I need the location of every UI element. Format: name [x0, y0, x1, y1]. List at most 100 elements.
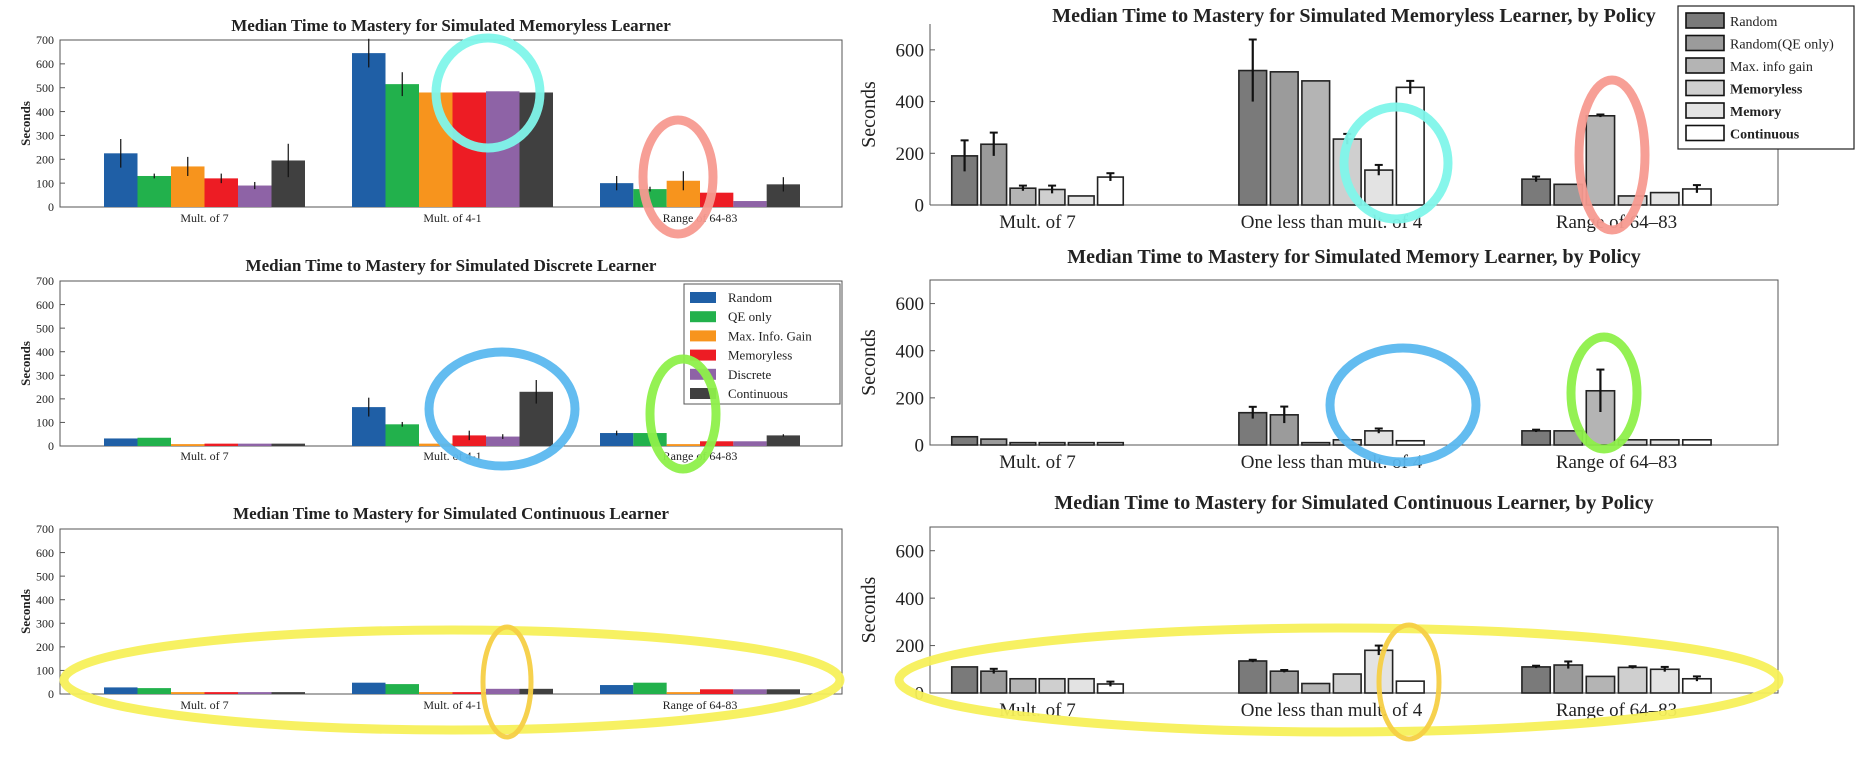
y-tick-label: 300 [36, 368, 54, 382]
x-category-label: Mult. of 4-1 [423, 698, 481, 712]
y-tick-label: 700 [36, 33, 54, 47]
y-tick-label: 700 [36, 522, 54, 536]
bar [238, 692, 272, 694]
legend-label: Continuous [728, 386, 788, 401]
bar [171, 692, 205, 694]
bar [1269, 71, 1299, 206]
legend-swatch [1685, 79, 1725, 97]
bar [1301, 441, 1331, 446]
y-tick-label: 600 [36, 546, 54, 560]
legend-label: QE only [728, 309, 772, 324]
bar [1009, 677, 1037, 694]
bar [980, 670, 1008, 694]
bar [1681, 439, 1712, 446]
y-tick-label: 500 [36, 321, 54, 335]
y-tick-label: 400 [36, 105, 54, 119]
legend-swatch [1685, 12, 1725, 29]
y-tick-label: 100 [36, 664, 54, 678]
y-axis-label: Seconds [18, 589, 33, 634]
y-tick-label: 400 [896, 589, 925, 610]
x-category-label: Range of 64-83 [663, 698, 738, 712]
y-tick-label: 400 [896, 92, 925, 113]
chart-title: Median Time to Mastery for Simulated Mem… [1067, 246, 1641, 268]
plot-frame [929, 526, 1779, 694]
y-tick-label: 400 [36, 345, 54, 359]
bar [600, 685, 634, 694]
bar [1332, 673, 1362, 694]
y-tick-label: 300 [36, 616, 54, 630]
bar [171, 444, 205, 446]
y-tick-label: 400 [896, 341, 925, 362]
bar [1038, 441, 1066, 446]
y-axis-label: Seconds [858, 576, 880, 643]
legend-label: Discrete [728, 367, 772, 382]
legend-label: Random(QE only) [1730, 38, 1834, 53]
y-tick-label: 200 [36, 392, 54, 406]
bar [1096, 441, 1125, 446]
y-tick-label: 0 [48, 687, 54, 701]
x-category-label: Range of 64–83 [1556, 452, 1677, 473]
legend-label: Memory [1730, 105, 1781, 120]
y-tick-label: 0 [915, 436, 925, 457]
bar [766, 184, 800, 207]
y-tick-label: 400 [36, 593, 54, 607]
highlight-ellipse [645, 354, 721, 474]
bar [271, 443, 305, 446]
x-category-label: Mult. of 7 [180, 211, 228, 225]
x-category-label: One less than mult. of 4 [1241, 700, 1423, 721]
legend-label: Max. Info. Gain [728, 328, 812, 343]
bar [1521, 178, 1552, 206]
bar [519, 688, 553, 694]
bar [666, 444, 700, 446]
x-category-label: Mult. of 7 [180, 698, 228, 712]
y-tick-label: 600 [896, 294, 925, 315]
legend-swatch [690, 292, 716, 303]
bar [1009, 441, 1037, 446]
bar [766, 435, 800, 446]
highlight-ellipse [638, 115, 718, 239]
bar [1553, 664, 1584, 694]
legend-label: Random [1730, 15, 1778, 30]
y-tick-label: 200 [896, 389, 925, 410]
highlight-ellipse [1339, 102, 1453, 224]
x-category-label: Mult. of 7 [180, 449, 228, 463]
legend-swatch [1685, 57, 1725, 74]
bar [1585, 114, 1616, 206]
bar [137, 437, 171, 446]
bar [980, 438, 1008, 446]
bar [385, 424, 419, 446]
legend-swatch [690, 330, 716, 342]
bar [419, 692, 453, 694]
y-tick-label: 200 [36, 152, 54, 166]
x-category-label: Mult. of 4-1 [423, 211, 481, 225]
highlight-ellipse [480, 624, 534, 740]
legend-swatch [1685, 34, 1725, 52]
chart-panel-5: Median Time to Mastery for Simulated Mem… [858, 246, 1779, 473]
chart-title: Median Time to Mastery for Simulated Mem… [231, 16, 671, 35]
y-tick-label: 600 [36, 57, 54, 71]
bar [1364, 169, 1394, 206]
bar [385, 84, 419, 207]
bar [1649, 439, 1680, 446]
bar [1269, 670, 1299, 694]
bar [452, 435, 486, 446]
bar [950, 666, 979, 694]
chart-title: Median Time to Mastery for Simulated Mem… [1052, 5, 1656, 27]
bar [1301, 80, 1331, 206]
y-tick-label: 700 [36, 274, 54, 288]
bar [486, 436, 520, 446]
bar [1395, 439, 1425, 446]
bar [352, 53, 386, 207]
y-tick-label: 600 [896, 41, 925, 62]
bar [137, 175, 171, 207]
legend-swatch [690, 349, 716, 361]
bar [104, 687, 138, 694]
legend-swatch [690, 388, 716, 399]
y-axis-label: Seconds [858, 329, 880, 396]
bar [733, 201, 767, 207]
legend-label: Continuous [1730, 128, 1800, 143]
bar [1585, 675, 1616, 694]
bar [352, 682, 386, 694]
bar [1649, 191, 1680, 206]
